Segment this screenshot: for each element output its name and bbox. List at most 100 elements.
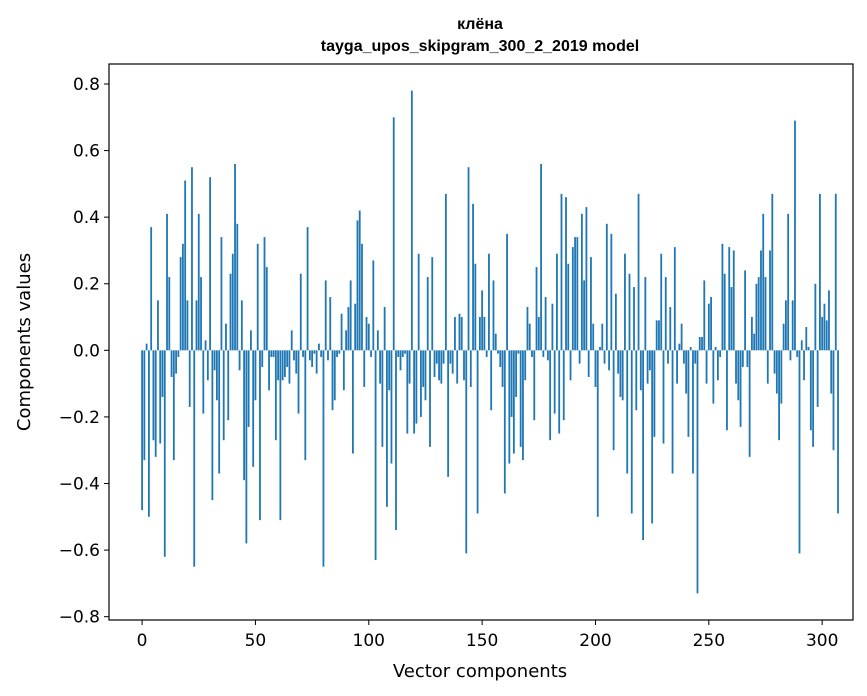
bar-255 xyxy=(719,350,722,357)
y-tick-label: −0.6 xyxy=(59,541,100,561)
bar-20 xyxy=(186,300,189,351)
bar-289 xyxy=(796,350,799,357)
bar-43 xyxy=(238,350,241,371)
bar-61 xyxy=(279,350,282,521)
bar-192 xyxy=(576,237,579,351)
bar-90 xyxy=(345,330,348,351)
bar-17 xyxy=(179,257,182,351)
bar-174 xyxy=(535,267,538,351)
bar-67 xyxy=(293,350,295,361)
bar-169 xyxy=(524,350,527,381)
bar-298 xyxy=(816,350,819,407)
bar-224 xyxy=(648,350,651,371)
bar-284 xyxy=(784,300,787,351)
bar-282 xyxy=(780,350,783,404)
bar-122 xyxy=(417,253,420,351)
bar-275 xyxy=(764,277,767,351)
x-tick-label: 0 xyxy=(137,631,148,651)
bar-72 xyxy=(304,350,307,461)
bar-175 xyxy=(537,317,540,351)
bar-172 xyxy=(531,350,533,357)
bar-259 xyxy=(728,247,731,351)
bar-93 xyxy=(352,350,354,454)
bar-95 xyxy=(356,220,359,351)
bar-136 xyxy=(449,350,452,364)
bar-265 xyxy=(741,350,744,367)
bar-209 xyxy=(614,293,617,351)
bar-162 xyxy=(508,350,511,464)
bar-68 xyxy=(295,350,298,374)
bar-105 xyxy=(379,350,382,384)
bar-201 xyxy=(596,350,599,517)
bar-32 xyxy=(213,350,216,371)
bar-142 xyxy=(463,350,465,381)
bar-179 xyxy=(546,350,549,361)
chart-subtitle: tayga_upos_skipgram_300_2_2019 model xyxy=(321,38,639,55)
bar-54 xyxy=(263,237,266,351)
bar-86 xyxy=(336,350,338,357)
bar-75 xyxy=(311,350,314,367)
bar-145 xyxy=(469,350,472,387)
bar-256 xyxy=(721,243,724,351)
bar-188 xyxy=(567,263,570,351)
bar-250 xyxy=(707,303,710,351)
bar-40 xyxy=(231,253,234,351)
y-axis-label: Components values xyxy=(14,253,35,431)
bar-77 xyxy=(315,350,318,374)
bar-181 xyxy=(551,303,554,351)
bar-139 xyxy=(456,350,459,384)
bar-88 xyxy=(340,313,343,351)
bar-204 xyxy=(603,350,606,364)
bar-149 xyxy=(478,317,481,351)
bar-294 xyxy=(807,346,810,351)
bar-127 xyxy=(429,350,431,447)
bar-28 xyxy=(204,340,207,351)
bar-34 xyxy=(218,350,221,474)
bar-211 xyxy=(619,350,622,397)
y-tick-label: −0.2 xyxy=(59,408,100,428)
bar-292 xyxy=(803,350,805,381)
bar-234 xyxy=(671,350,674,474)
bar-272 xyxy=(757,277,760,351)
bar-167 xyxy=(519,350,522,447)
bar-79 xyxy=(320,350,323,357)
bar-296 xyxy=(812,350,815,447)
bar-19 xyxy=(184,180,187,351)
bar-109 xyxy=(388,350,391,391)
bar-31 xyxy=(211,350,214,501)
bar-156 xyxy=(494,333,497,351)
bar-97 xyxy=(361,243,363,351)
bar-232 xyxy=(667,350,669,364)
bar-148 xyxy=(476,350,479,514)
bar-25 xyxy=(197,213,200,351)
chart-title: клёна xyxy=(457,16,503,33)
bar-301 xyxy=(823,303,826,351)
bar-83 xyxy=(329,297,332,351)
bar-13 xyxy=(170,350,173,377)
bar-37 xyxy=(225,323,227,351)
bar-50 xyxy=(254,350,257,401)
bar-56 xyxy=(268,350,270,391)
bar-240 xyxy=(685,350,688,394)
bar-39 xyxy=(229,273,232,351)
bar-29 xyxy=(206,350,209,381)
bar-91 xyxy=(347,307,350,351)
bar-115 xyxy=(401,350,404,357)
bar-8 xyxy=(159,350,162,444)
bar-190 xyxy=(571,247,574,351)
bar-257 xyxy=(723,273,726,351)
bar-5 xyxy=(152,350,155,441)
bar-24 xyxy=(195,300,198,351)
bar-85 xyxy=(333,350,336,401)
y-tick-label: 0.2 xyxy=(73,275,100,295)
bar-214 xyxy=(626,350,629,474)
bar-223 xyxy=(646,350,649,384)
bar-47 xyxy=(247,350,250,427)
bar-129 xyxy=(433,350,436,377)
bar-166 xyxy=(517,350,520,354)
bar-111 xyxy=(392,117,395,351)
bar-216 xyxy=(630,350,633,514)
bar-12 xyxy=(168,277,171,351)
bar-197 xyxy=(587,350,590,377)
bar-153 xyxy=(488,253,490,351)
